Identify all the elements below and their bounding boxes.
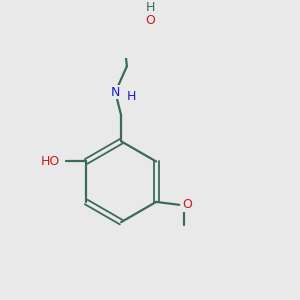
Text: N: N [111,86,120,99]
Text: O: O [145,14,155,27]
Text: O: O [182,198,192,211]
Text: HO: HO [41,155,60,168]
Text: H: H [127,90,136,103]
Text: H: H [145,1,155,14]
